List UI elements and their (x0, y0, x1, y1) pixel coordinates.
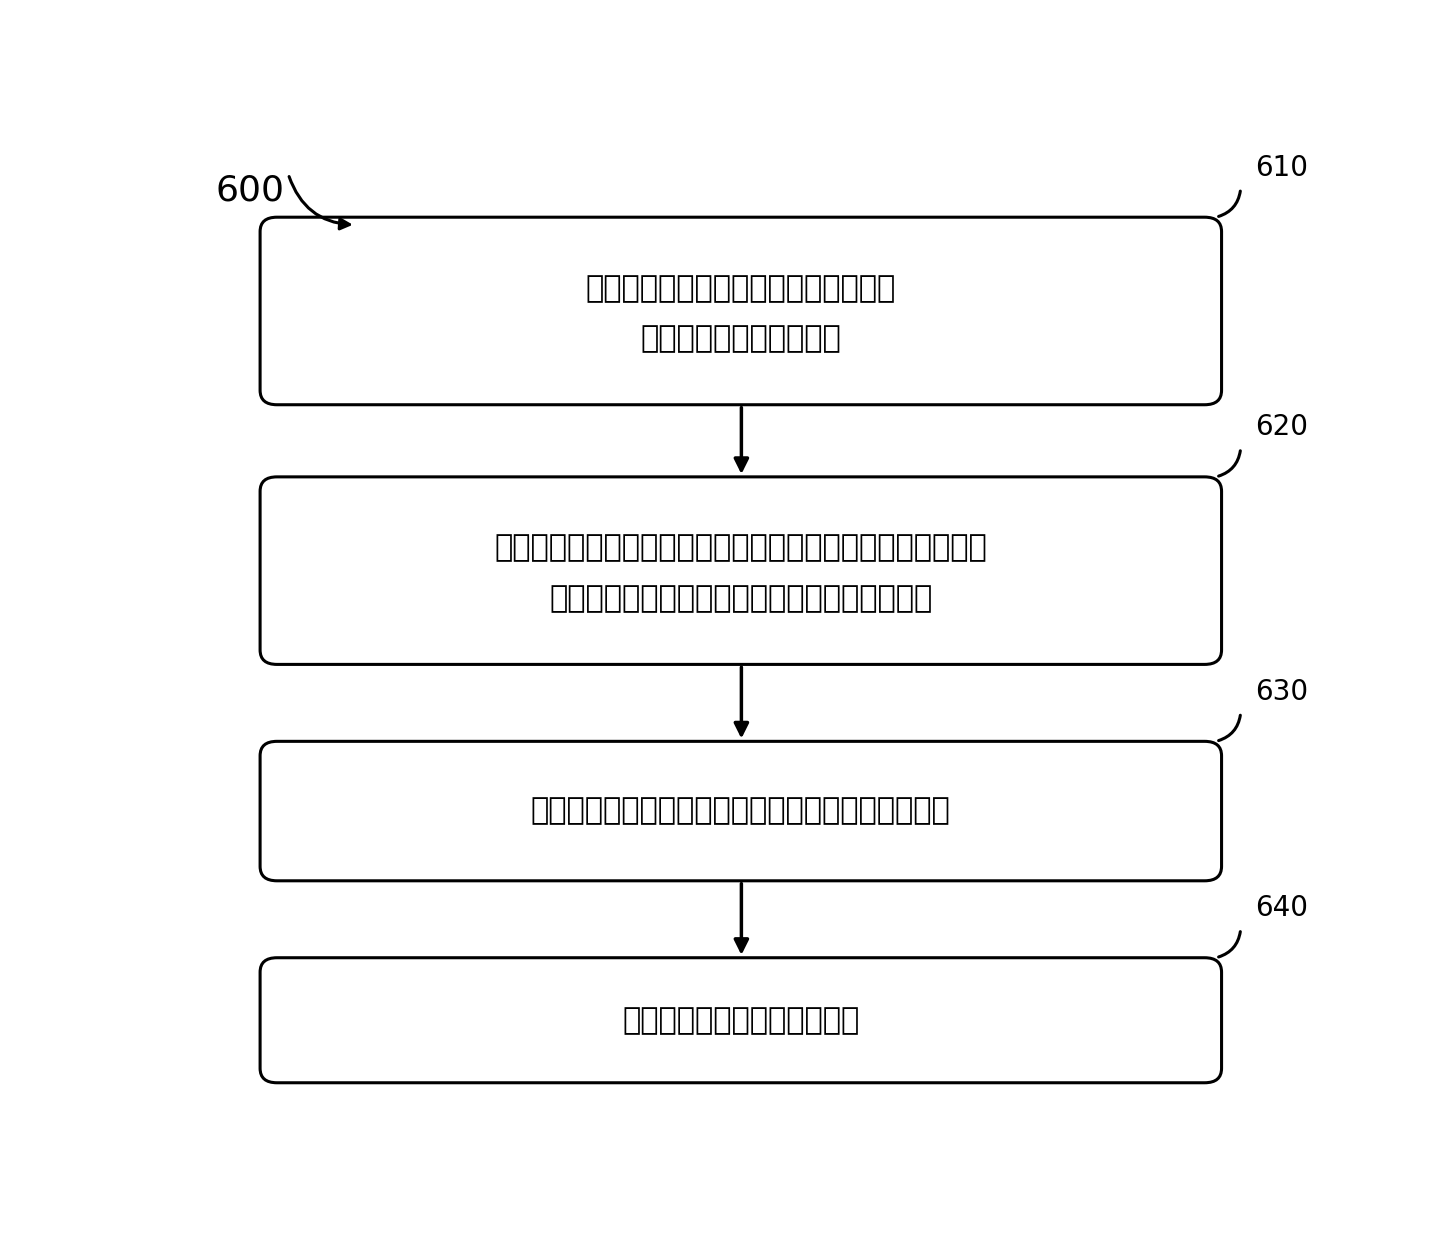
Text: 600: 600 (215, 174, 284, 207)
FancyBboxPatch shape (260, 958, 1222, 1083)
Text: 确定虚拟应用中的与用户请求相关联的目标视野: 确定虚拟应用中的与用户请求相关联的目标视野 (548, 585, 933, 613)
Text: 生成第二物理空间的第二模型: 生成第二物理空间的第二模型 (622, 1005, 859, 1034)
Text: 640: 640 (1255, 894, 1309, 922)
FancyBboxPatch shape (260, 477, 1222, 664)
FancyBboxPatch shape (260, 217, 1222, 405)
FancyBboxPatch shape (260, 742, 1222, 881)
Text: 610: 610 (1255, 154, 1309, 181)
Text: 620: 620 (1255, 413, 1309, 441)
Text: 630: 630 (1255, 678, 1309, 706)
Text: 在用户的虚拟应用中呈现物理环境中的: 在用户的虚拟应用中呈现物理环境中的 (586, 274, 895, 304)
Text: 第一物理空间的第一模型: 第一物理空间的第一模型 (640, 325, 842, 353)
Text: 在物理环境中确定与目标视野相对应的第二物理空间: 在物理环境中确定与目标视野相对应的第二物理空间 (531, 797, 950, 826)
Text: 响应于接收到用于调整用户在虚拟应用中的视点的用户请求，: 响应于接收到用于调整用户在虚拟应用中的视点的用户请求， (495, 533, 987, 562)
